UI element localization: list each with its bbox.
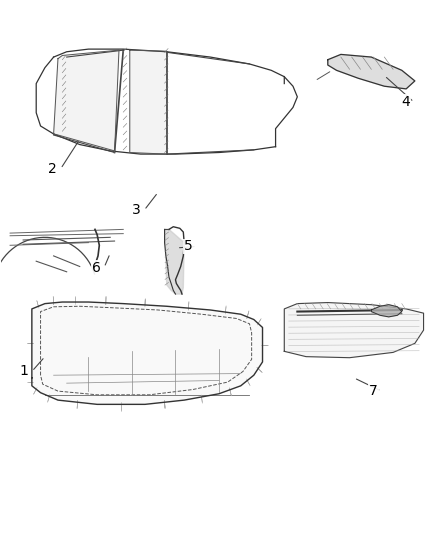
Polygon shape [53, 50, 119, 152]
Polygon shape [284, 303, 424, 358]
Polygon shape [130, 50, 167, 154]
Polygon shape [328, 54, 415, 89]
Text: 7: 7 [369, 384, 378, 398]
Text: 1: 1 [20, 365, 28, 378]
Text: 5: 5 [184, 239, 193, 253]
Text: 6: 6 [92, 261, 101, 274]
Polygon shape [165, 229, 184, 294]
Text: 2: 2 [48, 162, 57, 176]
Text: 4: 4 [402, 95, 410, 109]
Text: 3: 3 [132, 203, 141, 217]
Polygon shape [32, 302, 262, 405]
Polygon shape [371, 305, 402, 317]
